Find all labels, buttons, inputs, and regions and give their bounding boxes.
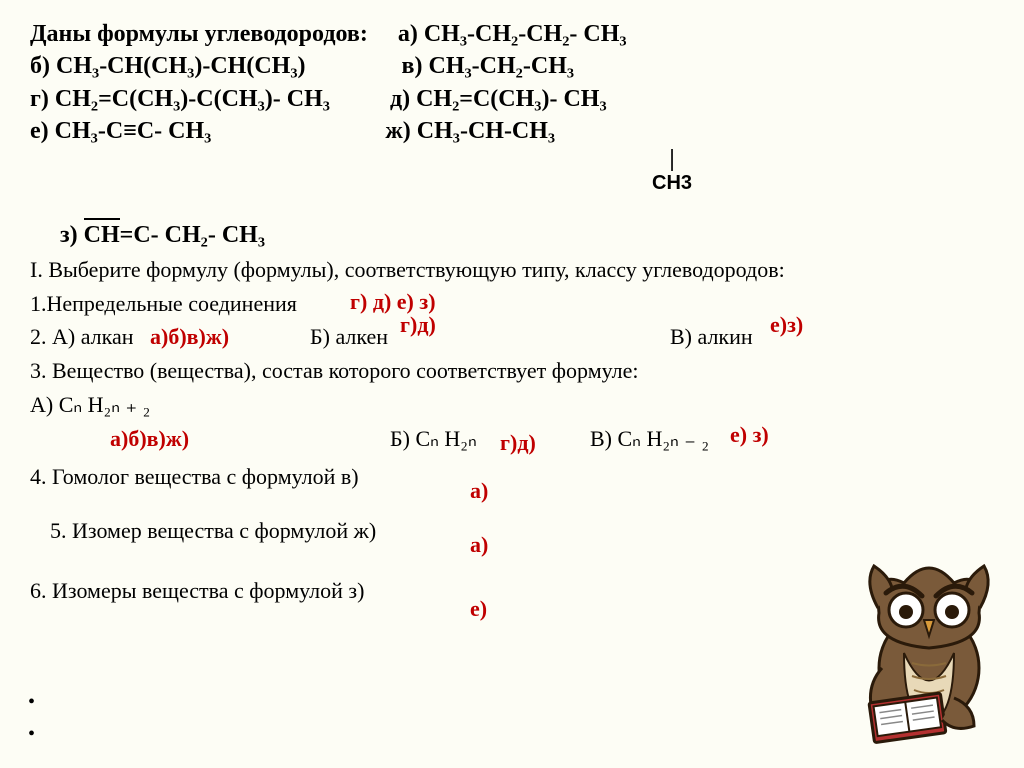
q6-answer: е) <box>470 594 487 624</box>
q1-row: 1.Непредельные соединения г) д) е) з) <box>30 289 994 319</box>
intro-text: Даны формулы углеводородов: <box>30 21 368 47</box>
q5-text: 5. Изомер вещества с формулой ж) <box>50 518 376 543</box>
q2-row: 2. А) алкан а)б)в)ж) Б) алкен г)д) В) ал… <box>30 322 994 352</box>
q2c-text: В) алкин <box>670 322 753 352</box>
q3-text: 3. Вещество (вещества), состав которого … <box>30 356 994 386</box>
q4-text: 4. Гомолог вещества с формулой в) <box>30 464 359 489</box>
q6-text: 6. Изомеры вещества с формулой з) <box>30 578 364 603</box>
q1-text: 1.Непредельные соединения <box>30 291 297 316</box>
formula-zh-branch: | CH3 <box>652 146 692 194</box>
q3-answers-row: а)б)в)ж) Б) Cₙ H₂ₙ г)д) В) Cₙ H₂ₙ ₋ ₂ е)… <box>30 424 994 458</box>
q3c-answer: е) з) <box>730 420 769 450</box>
formula-b: б) CH₃-CH(CH₃)-CH(CH₃) <box>30 53 306 79</box>
q2a-text: 2. А) алкан <box>30 322 134 352</box>
section1-title: I. Выберите формулу (формулы), соответст… <box>30 255 994 285</box>
q4-row: 4. Гомолог вещества с формулой в) а) <box>30 462 994 512</box>
formula-v: в) CH₃-CH₂-CH₃ <box>402 53 575 79</box>
q2b-text: Б) алкен <box>310 322 388 352</box>
q4-answer: а) <box>470 476 488 506</box>
formula-a: а) CH₃-CH₂-CH₂- CH₃ <box>398 21 627 47</box>
formula-d: д) CH₂=C(CH₃)- CH₃ <box>390 86 607 112</box>
q2c-answer: е)з) <box>770 310 803 340</box>
formula-g: г) CH₂=C(CH₃)-C(CH₃)- CH₃ <box>30 86 330 112</box>
formula-header: Даны формулы углеводородов: а) CH₃-CH₂-C… <box>30 18 994 148</box>
branch-ch3: CH3 <box>652 172 692 194</box>
formula-zh: ж) CH₃-CH-CH₃ <box>385 118 555 144</box>
formula-e: е) CH₃-C≡C- CH₃ <box>30 118 211 144</box>
q2a-answer: а)б)в)ж) <box>150 322 229 352</box>
owl-icon <box>834 558 1004 748</box>
q5-answer: а) <box>470 530 488 560</box>
q3b-text: Б) Cₙ H₂ₙ <box>390 424 477 454</box>
q3b-answer: г)д) <box>500 428 536 458</box>
formula-z-row: з) CH=C- CH₂- CH₃ <box>30 222 994 249</box>
q3a-text: А) Cₙ H₂ₙ ₊ ₂ <box>30 390 994 420</box>
q3c-text: В) Cₙ H₂ₙ ₋ ₂ <box>590 424 709 454</box>
q3a-answer: а)б)в)ж) <box>110 424 189 454</box>
branch-bar: | <box>652 146 692 172</box>
bullet-dots: •• <box>28 686 35 750</box>
q2b-answer: г)д) <box>400 310 436 340</box>
